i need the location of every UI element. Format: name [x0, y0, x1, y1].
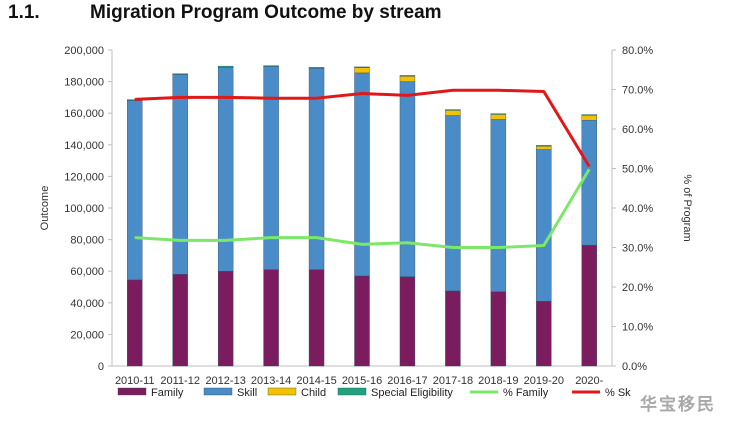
bar-family [217, 270, 234, 367]
y-tick-label: 0 [98, 361, 104, 373]
bar-skill [399, 81, 416, 277]
bar-family [308, 269, 325, 367]
legend-label: Family [151, 387, 184, 399]
bar-family [536, 301, 552, 367]
y-tick-label: 20,000 [70, 329, 104, 341]
bar-special-eligibility [490, 113, 507, 115]
legend-swatch [337, 387, 367, 396]
chart-svg: 0 20,000 40,000 60,000 80,000 100,000 120,000 1… [39, 45, 693, 399]
y2-tick-label: 10.0% [622, 322, 653, 334]
y-tick-label: 60,000 [70, 266, 104, 278]
bar-special-eligibility [399, 75, 416, 77]
y-tick-label: 180,000 [64, 77, 104, 89]
y2-tick-label: 0.0% [622, 361, 647, 373]
chart-container: 0 20,000 40,000 60,000 80,000 100,000 120,000 1… [0, 28, 730, 418]
bar-skill [127, 100, 143, 281]
x-tick-label: 2018-19 [478, 375, 518, 387]
bar-family [263, 269, 279, 367]
bar-child [354, 67, 370, 74]
y2-tick-label: 40.0% [622, 203, 653, 215]
bar-special-eligibility [308, 67, 325, 69]
x-tick-label: 2014-15 [296, 375, 336, 387]
bar-family [399, 276, 416, 367]
y2-tick-label: 70.0% [622, 85, 653, 97]
bar-special-eligibility [581, 114, 597, 116]
x-tick-label: 2015-16 [342, 375, 382, 387]
legend-label: Special Eligibility [371, 387, 453, 399]
bar-family [127, 279, 143, 367]
line-family [134, 168, 591, 249]
bar-family [581, 244, 597, 367]
bar-child [490, 113, 507, 120]
line-skill [134, 88, 591, 168]
bar-special-eligibility [172, 73, 188, 75]
y2-tick-label: 20.0% [622, 282, 653, 294]
x-tick-label: 2012-13 [205, 375, 245, 387]
y-tick-label: 140,000 [64, 140, 104, 152]
bar-child [399, 75, 416, 82]
bar-family [445, 290, 461, 367]
bar-skill [172, 74, 188, 275]
bar-family [490, 291, 507, 367]
y-tick-label: 160,000 [64, 108, 104, 120]
bar-skill [445, 115, 461, 292]
y2-tick-label: 50.0% [622, 164, 653, 176]
y2-tick-label: 30.0% [622, 243, 653, 255]
legend-label: % Family [503, 387, 549, 399]
x-tick-label: 2011-12 [160, 375, 200, 387]
y2-tick-label: 80.0% [622, 45, 653, 57]
y2-tick-label: 60.0% [622, 124, 653, 136]
legend-label: % Sk [605, 387, 631, 399]
bar-special-eligibility [354, 66, 370, 68]
bar-special-eligibility [445, 109, 461, 111]
bar-special-eligibility [217, 65, 234, 68]
x-tick-label: 2010-11 [115, 375, 155, 387]
x-tick-label: 2017-18 [433, 375, 473, 387]
y-tick-label: 200,000 [64, 45, 104, 57]
y-tick-label: 100,000 [64, 203, 104, 215]
bar-skill [490, 119, 507, 292]
bar-special-eligibility [536, 145, 552, 147]
y-tick-label: 40,000 [70, 298, 104, 310]
bar-family [172, 274, 188, 367]
legend-swatch [267, 387, 297, 396]
x-tick-label: 2013-14 [251, 375, 291, 387]
x-tick-label: 2020- [575, 375, 603, 387]
chart-heading: 1.1. Migration Program Outcome by stream [8, 0, 442, 26]
x-tick-label: 2019-20 [524, 375, 564, 387]
watermark-logo: 华宝移民 [640, 395, 716, 415]
section-number: 1.1. [8, 2, 40, 23]
bar-skill [536, 149, 552, 302]
legend-swatch [203, 387, 233, 396]
bar-skill [581, 120, 597, 246]
y2-axis-label: % of Program [681, 174, 693, 241]
x-tick-label: 2016-17 [387, 375, 427, 387]
y-tick-label: 80,000 [70, 235, 104, 247]
y-axis-label: Outcome [39, 186, 51, 231]
legend-label: Child [301, 387, 326, 399]
bar-special-eligibility [263, 65, 279, 67]
legend-swatch [117, 387, 147, 396]
bar-child [445, 109, 461, 116]
chart-title: Migration Program Outcome by stream [90, 2, 442, 23]
y-tick-label: 120,000 [64, 171, 104, 183]
legend-label: Skill [237, 387, 257, 399]
bar-family [354, 275, 370, 367]
